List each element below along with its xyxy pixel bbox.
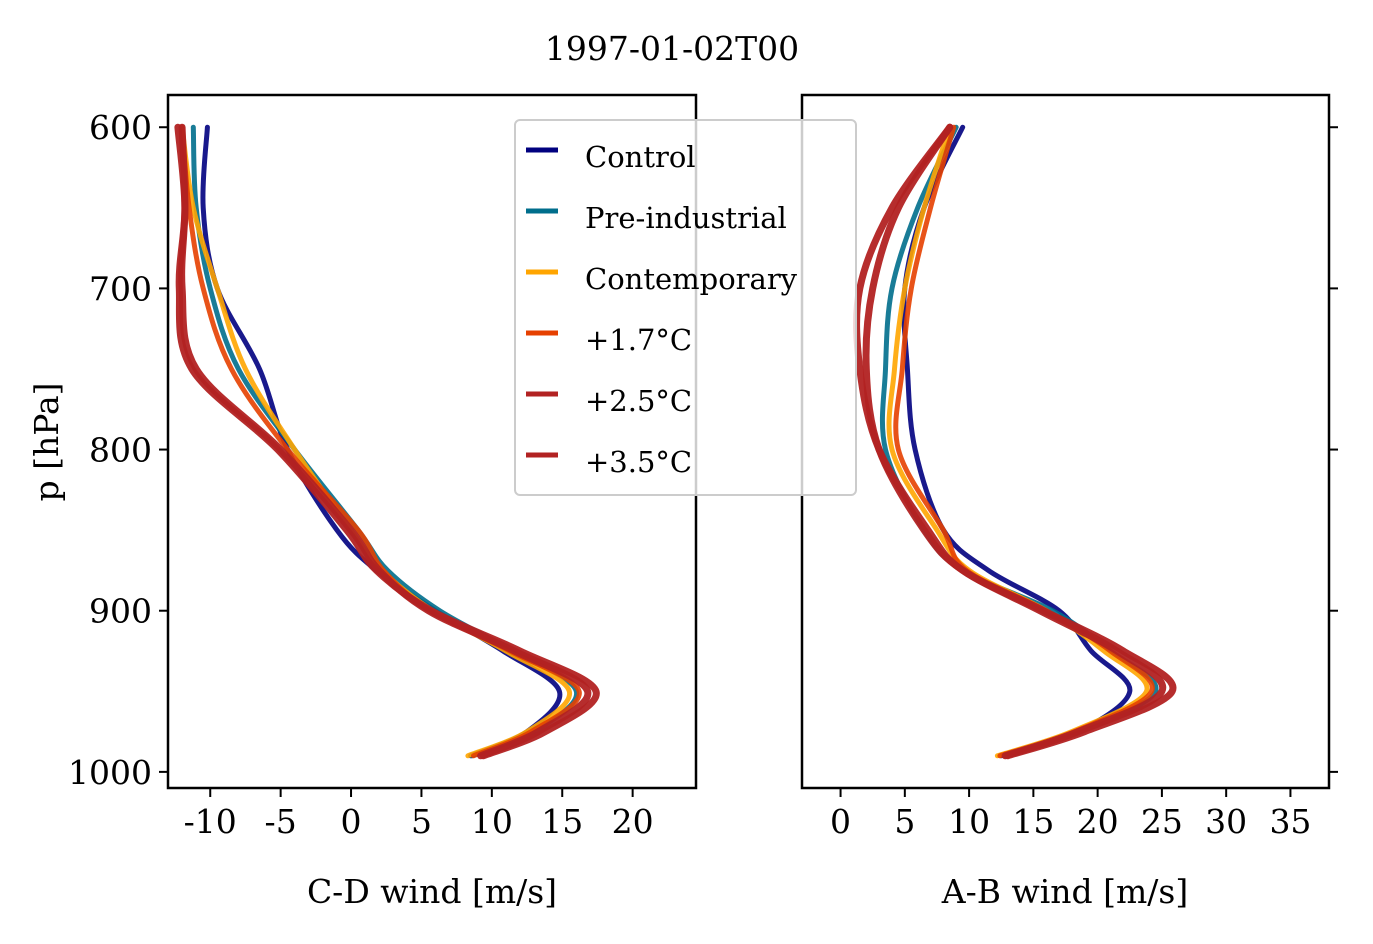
right-x-ticks: 0 5 10 15 20 25 30 35 (830, 788, 1311, 841)
legend-label: +3.5°C (585, 445, 692, 479)
x-tick-label: 10 (948, 802, 990, 841)
right-panel: 0 5 10 15 20 25 30 35 A-B wind [m/s] (800, 93, 1338, 911)
x-tick-label: -10 (184, 802, 237, 841)
right-y-ticks (1329, 126, 1338, 773)
y-tick-label: 600 (89, 108, 152, 147)
right-series-lines (853, 123, 1177, 760)
legend-label: Contemporary (585, 262, 798, 296)
y-axis-label: p [hPa] (27, 382, 66, 501)
legend-label: +1.7°C (585, 323, 692, 357)
legend-box (514, 119, 857, 496)
x-tick-label: 5 (411, 802, 432, 841)
series-line (179, 124, 582, 759)
x-tick-label: 10 (471, 802, 513, 841)
right-axes-frame (800, 93, 1331, 790)
series-line (901, 124, 1133, 759)
legend-label: +2.5°C (585, 384, 692, 418)
x-tick-label: 35 (1269, 802, 1311, 841)
legend-label: Control (585, 140, 696, 174)
legend: Control Pre-industrial Contemporary +1.7°C +… (514, 119, 857, 496)
x-tick-label: 5 (894, 802, 915, 841)
x-tick-label: 0 (341, 802, 362, 841)
series-line (174, 123, 600, 760)
right-x-axis-label: A-B wind [m/s] (941, 872, 1189, 911)
series-line (886, 124, 1150, 759)
x-tick-label: 15 (541, 802, 583, 841)
y-tick-label: 1000 (68, 753, 152, 792)
x-tick-label: 15 (1012, 802, 1054, 841)
y-tick-label: 900 (89, 592, 152, 631)
y-tick-label: 700 (89, 269, 152, 308)
series-line (893, 124, 1155, 759)
series-line (853, 123, 1177, 760)
y-tick-label: 800 (89, 431, 152, 470)
x-tick-label: 20 (1077, 802, 1119, 841)
x-tick-label: 25 (1141, 802, 1183, 841)
series-line (200, 124, 563, 759)
left-y-ticks: 600 700 800 900 1000 (68, 108, 168, 792)
left-x-ticks: -10 -5 0 5 10 15 20 (184, 788, 654, 841)
chart-title: 1997-01-02T00 (545, 29, 799, 68)
left-panel: -10 -5 0 5 10 15 20 600 700 800 900 1000 C-D wind … (27, 93, 698, 911)
x-tick-label: 0 (830, 802, 851, 841)
legend-label: Pre-industrial (585, 201, 787, 235)
left-series-lines (174, 123, 600, 760)
x-tick-label: -5 (265, 802, 297, 841)
x-tick-label: 30 (1205, 802, 1247, 841)
x-tick-label: 20 (612, 802, 654, 841)
series-line (179, 124, 572, 759)
left-x-axis-label: C-D wind [m/s] (307, 872, 557, 911)
